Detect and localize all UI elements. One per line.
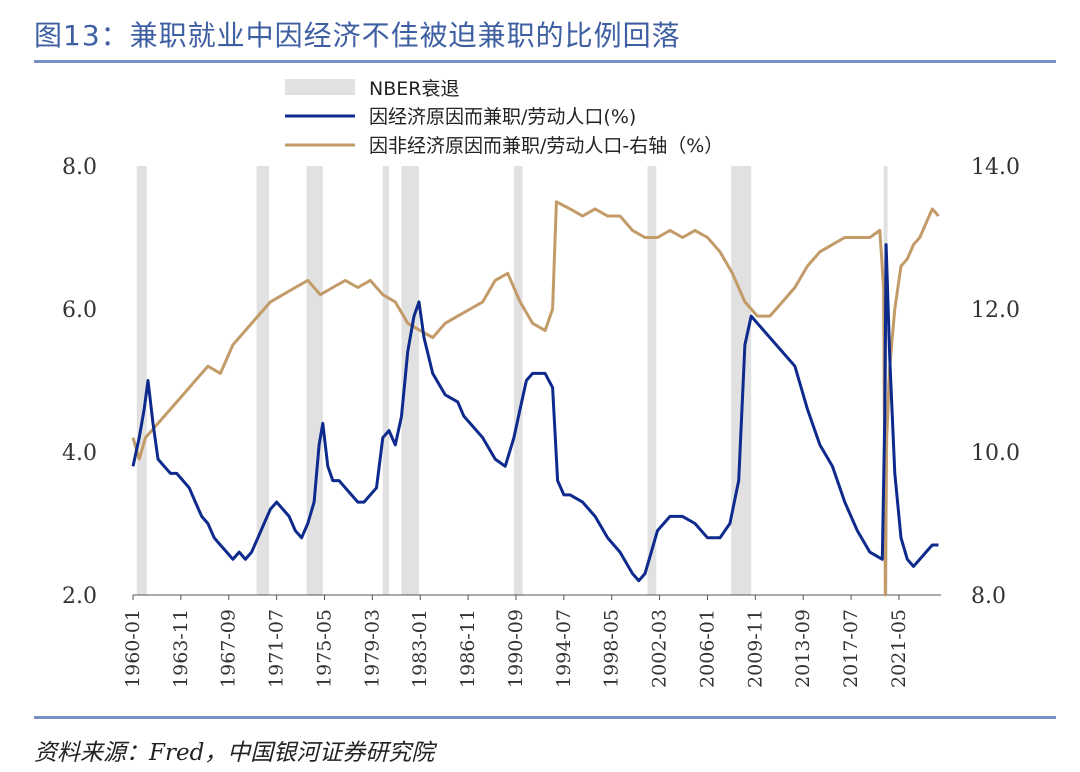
left-tick-label: 8.0 [62,155,97,180]
top-divider [34,60,1056,63]
legend-label: 因经济原因而兼职/劳动人口(%) [369,106,636,128]
x-tick-label: 2009-11 [744,609,766,688]
x-tick-label: 2021-05 [888,609,910,688]
x-tick-label: 2017-07 [840,609,862,688]
legend-swatch-recession [285,79,355,95]
x-tick-label: 1979-03 [361,609,383,688]
legend-label: NBER衰退 [369,78,459,100]
recession-band [256,166,270,595]
bottom-divider [34,716,1056,719]
recession-band [382,166,390,595]
source-note: 资料来源：Fred，中国银河证券研究院 [34,740,435,766]
right-tick-label: 12.0 [971,298,1020,323]
series-line-noneconomic [131,200,940,597]
x-tick-label: 1967-09 [218,609,240,688]
series-lines [131,200,940,597]
recession-band [513,166,523,595]
left-tick-label: 6.0 [62,298,97,323]
series-line-economic [131,243,939,583]
x-tick-label: 1971-07 [266,609,288,688]
right-tick-label: 14.0 [971,155,1020,180]
recession-band [731,166,752,595]
x-tick-label: 2006-01 [696,609,718,688]
recession-band [401,166,419,595]
right-tick-label: 8.0 [971,584,1006,609]
recession-band [136,166,147,595]
right-tick-label: 10.0 [971,441,1020,466]
x-tick-label: 1983-01 [409,609,431,688]
recession-band [306,166,323,595]
x-tick-label: 1990-09 [505,609,527,688]
recession-band [647,166,657,595]
x-tick-label: 1963-11 [170,609,192,688]
x-tick-label: 2013-09 [792,609,814,688]
recession-bands [136,166,888,595]
left-tick-label: 2.0 [62,584,97,609]
x-tick-label: 1975-05 [313,609,335,688]
x-tick-label: 1998-05 [601,609,623,688]
x-tick-label: 1960-01 [122,609,144,688]
left-tick-label: 4.0 [62,441,97,466]
x-tick-label: 2002-03 [649,609,671,688]
axes: 2.0 4.0 6.0 8.0 8.0 10.0 12.0 14.0 1960-01 1963-1… [62,155,1020,688]
x-tick-label: 1994-07 [553,609,575,688]
page-title: 图13：兼职就业中因经济不佳被迫兼职的比例回落 [34,19,681,52]
legend-label: 因非经济原因而兼职/劳动人口-右轴（%） [369,135,723,157]
x-tick-label: 1986-11 [457,609,479,688]
